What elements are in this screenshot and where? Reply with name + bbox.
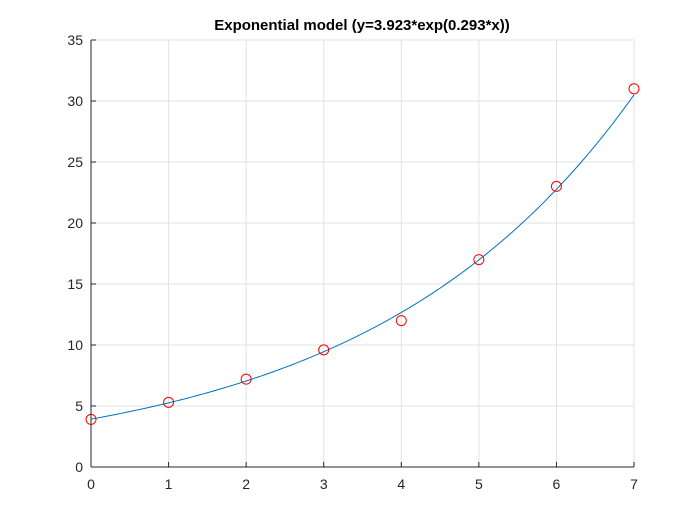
chart-title: Exponential model (y=3.923*exp(0.293*x)) (214, 17, 510, 34)
x-tick-label-2: 2 (242, 476, 250, 492)
data-point-4 (395, 315, 407, 327)
data-point-2 (240, 373, 252, 385)
axes-layer (90, 39, 635, 468)
y-tick-label-1: 5 (75, 398, 83, 414)
fitted-curve (90, 94, 635, 420)
marker-layer (85, 83, 640, 425)
data-point-3 (318, 344, 330, 356)
x-tick-label-4: 4 (397, 476, 405, 492)
data-point-7 (628, 83, 640, 95)
x-tick-label-1: 1 (165, 476, 173, 492)
y-tick-label-2: 10 (67, 337, 83, 353)
y-tick-label-6: 30 (67, 93, 83, 109)
y-tick-label-4: 20 (67, 215, 83, 231)
data-point-1 (163, 396, 175, 408)
x-tick-label-7: 7 (630, 476, 638, 492)
y-tick-label-3: 15 (67, 276, 83, 292)
data-point-6 (550, 180, 562, 192)
y-tick-label-5: 25 (67, 154, 83, 170)
x-tick-label-0: 0 (87, 476, 95, 492)
curve-layer (90, 94, 635, 420)
axes-background (91, 40, 634, 467)
y-tick-label-7: 35 (67, 32, 83, 48)
y-tick-label-0: 0 (75, 459, 83, 475)
x-tick-label-6: 6 (553, 476, 561, 492)
tick-label-layer: 0 1 2 3 4 5 6 7 0 5 10 15 20 25 30 35 (67, 32, 638, 492)
plot-area: 0 1 2 3 4 5 6 7 0 5 10 15 20 25 30 35 (67, 32, 640, 492)
x-tick-label-5: 5 (475, 476, 483, 492)
data-point-5 (473, 254, 485, 266)
x-tick-label-3: 3 (320, 476, 328, 492)
